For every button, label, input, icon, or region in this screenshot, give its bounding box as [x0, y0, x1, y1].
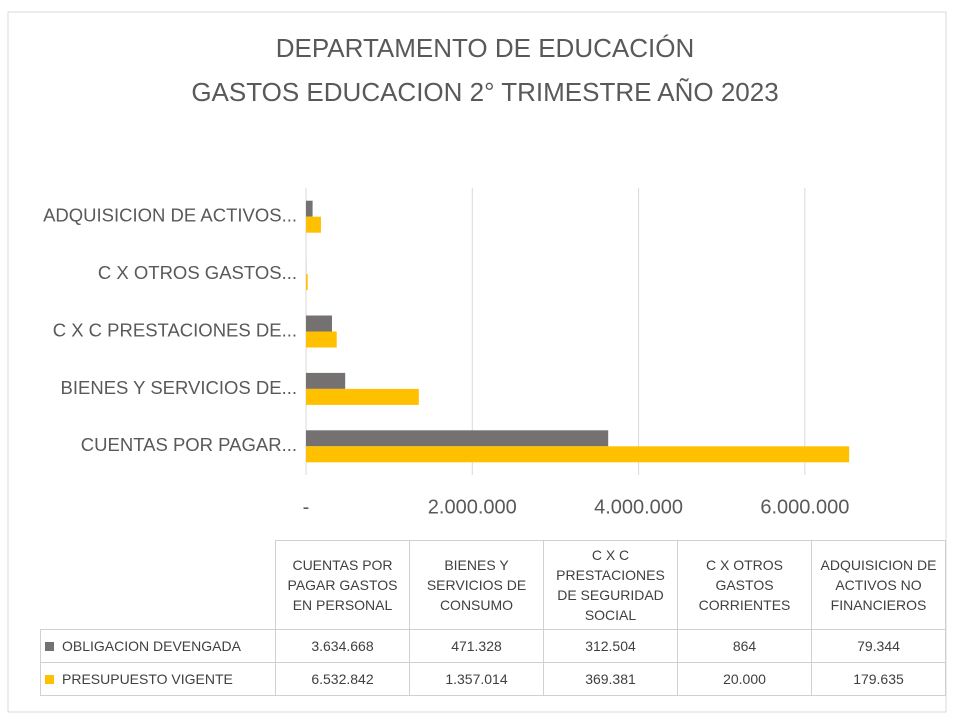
table-cell: 20.000 [677, 662, 812, 696]
bar [306, 372, 346, 389]
bar [306, 315, 332, 332]
table-cell: 1.357.014 [409, 662, 544, 696]
table-header: ADQUISICION DE ACTIVOS NO FINANCIEROS [811, 540, 946, 630]
table-header-row: CUENTAS POR PAGAR GASTOS EN PERSONAL BIEN… [41, 540, 946, 630]
y-tick-label: BIENES Y SERVICIOS DE... [61, 377, 297, 398]
table-cell: 864 [677, 629, 812, 663]
bar [306, 216, 321, 233]
legend-swatch [45, 642, 54, 651]
table-cell: 369.381 [543, 662, 678, 696]
y-tick-label: C X OTROS GASTOS... [98, 262, 297, 283]
bar [306, 200, 313, 217]
table-row-label: PRESUPUESTO VIGENTE [40, 662, 276, 696]
data-table: CUENTAS POR PAGAR GASTOS EN PERSONAL BIEN… [40, 540, 946, 696]
table-header: BIENES Y SERVICIOS DE CONSUMO [409, 540, 544, 630]
table-cell: 79.344 [811, 629, 946, 663]
bar [306, 430, 609, 447]
bar [306, 274, 308, 291]
table-row: PRESUPUESTO VIGENTE 6.532.842 1.357.014 369… [40, 662, 946, 696]
x-tick-label: 2.000.000 [428, 496, 517, 518]
legend-label: PRESUPUESTO VIGENTE [62, 671, 233, 687]
table-cell: 179.635 [811, 662, 946, 696]
bar [306, 331, 337, 348]
y-tick-label: CUENTAS POR PAGAR... [81, 434, 297, 455]
table-corner [41, 541, 276, 630]
y-tick-label: C X C PRESTACIONES DE... [53, 319, 297, 340]
chart-subtitle: GASTOS EDUCACION 2° TRIMESTRE AÑO 2023 [191, 77, 778, 107]
x-tick-label: 4.000.000 [594, 496, 683, 518]
table-cell: 3.634.668 [275, 629, 410, 663]
chart-title: DEPARTAMENTO DE EDUCACIÓN [276, 33, 694, 63]
table-header: C X OTROS GASTOS CORRIENTES [677, 540, 812, 630]
x-tick-label: 6.000.000 [760, 496, 849, 518]
table-header: CUENTAS POR PAGAR GASTOS EN PERSONAL [275, 540, 410, 630]
y-tick-label: ADQUISICION DE ACTIVOS... [43, 205, 297, 226]
table-cell: 471.328 [409, 629, 544, 663]
bar [306, 388, 419, 405]
chart-border [7, 11, 947, 713]
table-row-label: OBLIGACION DEVENGADA [40, 629, 276, 663]
legend-label: OBLIGACION DEVENGADA [62, 638, 241, 654]
table-cell: 6.532.842 [275, 662, 410, 696]
table-header: C X C PRESTACIONES DE SEGURIDAD SOCIAL [543, 540, 678, 630]
x-tick-label: - [303, 496, 310, 518]
bar [306, 446, 850, 463]
table-row: OBLIGACION DEVENGADA 3.634.668 471.328 312.… [40, 629, 946, 663]
legend-swatch [45, 675, 54, 684]
table-cell: 312.504 [543, 629, 678, 663]
